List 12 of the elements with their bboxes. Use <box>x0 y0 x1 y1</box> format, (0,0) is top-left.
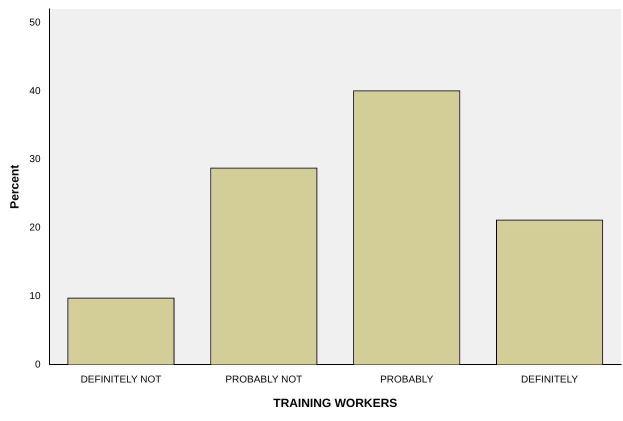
y-tick-label: 30 <box>29 154 41 166</box>
y-tick-label: 40 <box>29 86 41 97</box>
y-tick-label: 0 <box>34 359 41 370</box>
x-tick-label: DEFINITELY NOT <box>80 374 162 386</box>
y-tick-label: 50 <box>29 17 41 28</box>
x-axis-title: TRAINING WORKERS <box>273 396 398 410</box>
y-axis-title: Percent <box>8 164 22 209</box>
x-tick-label: PROBABLY <box>380 374 434 386</box>
x-tick-label: PROBABLY NOT <box>225 374 302 386</box>
y-tick-label: 20 <box>29 222 41 234</box>
y-tick-label: 10 <box>29 290 41 302</box>
x-tick-label: DEFINITELY <box>521 374 578 386</box>
